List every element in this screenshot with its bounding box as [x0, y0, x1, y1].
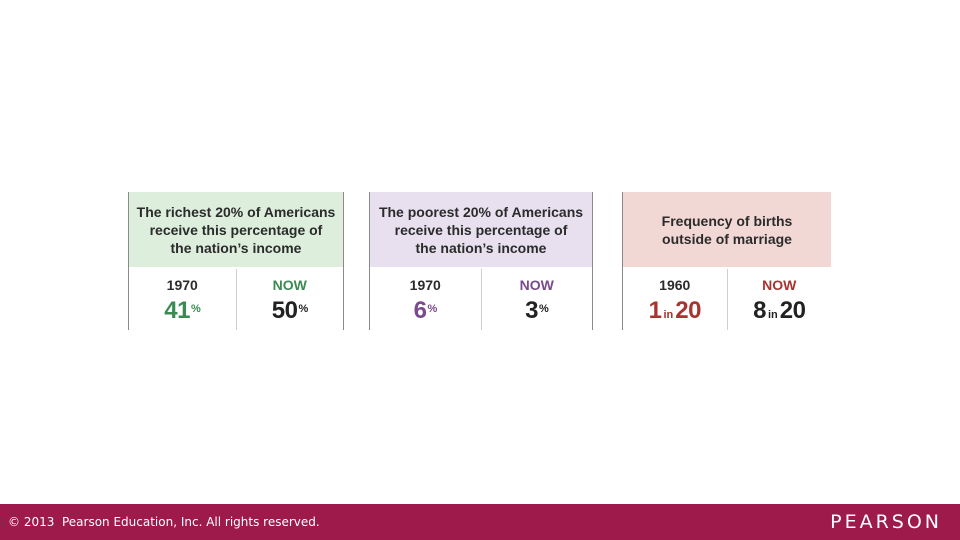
births-now-column: NOW 8 in20: [726, 269, 832, 330]
richest-now-value: 50%: [237, 297, 344, 325]
in-word: in: [663, 309, 674, 321]
richest-now-label: NOW: [272, 277, 307, 293]
births-panel: Frequency of births outside of marriage …: [622, 192, 831, 330]
poorest-1970-column: 1970 6%: [370, 269, 481, 330]
births-panel-header: Frequency of births outside of marriage: [623, 192, 831, 267]
poorest-1970-label: 1970: [409, 277, 441, 293]
divider: [623, 267, 831, 269]
percent-sign: %: [427, 303, 438, 315]
percent-sign: %: [190, 303, 201, 315]
poorest-panel: The poorest 20% of Americans receive thi…: [369, 192, 593, 330]
footer-bar: © 2013 Pearson Education, Inc. All right…: [0, 504, 960, 540]
births-now-label: NOW: [762, 277, 797, 293]
richest-1970-column: 1970 41%: [129, 269, 236, 330]
in-word: in: [767, 309, 778, 321]
poorest-panel-header: The poorest 20% of Americans receive thi…: [370, 192, 592, 267]
richest-now-number: 50: [271, 297, 298, 324]
pearson-logo: PEARSON: [830, 511, 942, 533]
richest-panel-header: The richest 20% of Americans receive thi…: [129, 192, 343, 267]
births-1960-column: 1960 1 in20: [623, 269, 727, 330]
percent-sign: %: [298, 303, 308, 315]
poorest-now-label: NOW: [519, 277, 554, 293]
richest-now-column: NOW 50%: [235, 269, 344, 330]
births-1960-count: 1: [648, 297, 662, 324]
births-panel-body: 1960 1 in20 NOW 8 in20: [623, 269, 831, 330]
richest-panel-body: 1970 41% NOW 50%: [129, 269, 343, 330]
richest-1970-number: 41: [164, 297, 190, 324]
divider: [370, 267, 592, 269]
poorest-1970-value: 6%: [370, 297, 481, 325]
divider: [129, 267, 343, 269]
births-now-total: 20: [779, 297, 806, 324]
births-1960-total: 20: [675, 297, 701, 324]
births-now-value: 8 in20: [728, 297, 832, 329]
copyright-text: © 2013 Pearson Education, Inc. All right…: [8, 515, 320, 529]
poorest-panel-body: 1970 6% NOW 3%: [370, 269, 592, 330]
poorest-1970-number: 6: [413, 297, 427, 324]
percent-sign: %: [539, 303, 549, 315]
births-1960-label: 1960: [659, 277, 691, 293]
poorest-now-column: NOW 3%: [480, 269, 593, 330]
richest-1970-label: 1970: [166, 277, 198, 293]
richest-panel: The richest 20% of Americans receive thi…: [128, 192, 344, 330]
poorest-now-value: 3%: [482, 297, 593, 325]
poorest-now-number: 3: [525, 297, 539, 324]
births-now-count: 8: [753, 297, 766, 324]
births-1960-value: 1 in20: [623, 297, 727, 329]
richest-1970-value: 41%: [129, 297, 236, 325]
